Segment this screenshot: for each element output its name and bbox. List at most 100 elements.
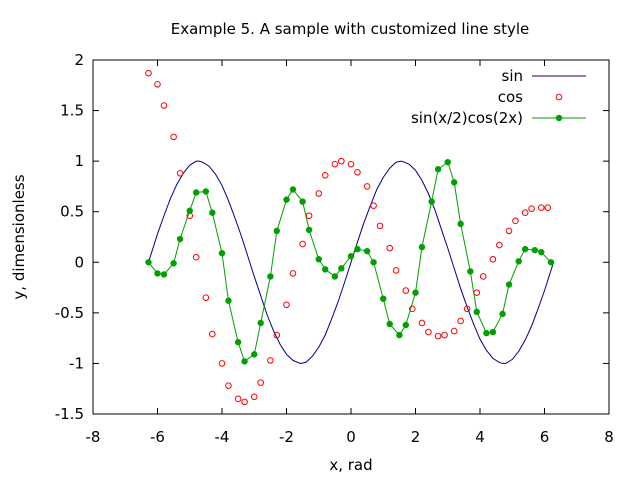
data-point: [225, 297, 232, 304]
series-line: [147, 160, 555, 364]
x-tick-label: -2: [279, 428, 294, 446]
data-point: [483, 329, 490, 337]
y-axis-label: y, dimensionless: [10, 174, 28, 299]
data-point: [234, 395, 242, 403]
data-point: [225, 382, 232, 389]
y-tick-label: 2: [74, 51, 84, 69]
y-tick-label: 0: [74, 253, 84, 271]
legend-item: sin(x/2)cos(2x): [411, 109, 586, 127]
data-point: [544, 204, 552, 211]
data-point: [418, 243, 426, 251]
data-point: [515, 258, 522, 265]
data-point: [202, 294, 210, 301]
data-point: [170, 133, 177, 141]
data-point: [338, 157, 345, 165]
data-point: [218, 249, 226, 257]
data-point: [386, 320, 393, 328]
data-point: [505, 281, 513, 288]
data-point: [463, 305, 471, 313]
data-point: [202, 188, 210, 195]
data-point: [354, 168, 361, 176]
data-point: [338, 265, 345, 272]
legend-item: sin: [502, 67, 586, 85]
data-point: [505, 227, 513, 235]
data-point: [160, 102, 168, 109]
data-point: [396, 331, 403, 339]
axis-ticks: -8 -6 -4 -2 0 2 4 6 8 -1.5 -1 -0.5 0 0.5 1 1.5 2: [55, 51, 614, 446]
x-tick-label: -8: [86, 428, 101, 446]
x-tick-label: -6: [150, 428, 165, 446]
data-point: [467, 268, 474, 275]
data-point: [363, 247, 371, 255]
data-point: [370, 259, 377, 266]
data-point: [521, 245, 529, 253]
legend-label: sin: [502, 67, 524, 85]
data-point: [479, 273, 487, 280]
data-point: [257, 379, 265, 386]
data-point: [473, 308, 480, 316]
series-3: [145, 158, 555, 365]
data-point: [160, 271, 168, 278]
legend-label: sin(x/2)cos(2x): [411, 109, 523, 127]
data-point: [176, 169, 184, 177]
data-point: [186, 207, 193, 214]
series-layer: [145, 69, 555, 406]
data-point: [531, 246, 539, 254]
data-point: [457, 317, 464, 325]
data-point: [273, 331, 281, 339]
data-point: [267, 273, 274, 280]
legend-item: cos: [498, 88, 563, 106]
series-2: [145, 69, 552, 406]
data-point: [521, 209, 529, 217]
x-tick-label: -4: [215, 428, 230, 446]
chart-title: Example 5. A sample with customized line…: [171, 20, 529, 38]
data-point: [315, 190, 323, 197]
data-point: [283, 301, 290, 309]
data-point: [267, 357, 274, 364]
data-point: [528, 205, 535, 212]
data-point: [444, 158, 451, 166]
data-point: [347, 160, 355, 168]
x-tick-label: 6: [540, 428, 550, 446]
data-point: [441, 331, 448, 339]
data-point: [315, 256, 322, 263]
data-point: [354, 245, 361, 253]
legend: sin cos sin(x/2)cos(2x): [411, 67, 586, 127]
data-point: [145, 69, 152, 77]
data-point: [322, 266, 329, 273]
data-point: [418, 319, 426, 327]
data-point: [402, 287, 410, 294]
data-point: [283, 196, 290, 203]
data-point: [321, 172, 329, 179]
data-point: [386, 244, 394, 252]
data-point: [192, 253, 200, 261]
data-point: [392, 267, 400, 274]
data-point: [428, 198, 435, 205]
legend-marker: [555, 114, 563, 122]
data-point: [347, 253, 355, 260]
data-point: [434, 166, 442, 173]
y-tick-label: 1: [74, 152, 84, 170]
data-point: [176, 235, 184, 243]
x-tick-label: 2: [411, 428, 421, 446]
data-point: [450, 327, 458, 335]
data-point: [408, 305, 416, 313]
data-point: [473, 289, 481, 296]
data-point: [218, 360, 226, 367]
data-point: [331, 160, 339, 168]
data-point: [250, 393, 258, 401]
data-point: [331, 273, 339, 280]
data-point: [434, 332, 442, 340]
data-point: [457, 220, 464, 228]
data-point: [170, 260, 177, 267]
data-point: [257, 319, 264, 327]
data-point: [499, 310, 506, 318]
data-point: [305, 226, 313, 234]
data-point: [376, 222, 384, 230]
data-point: [363, 183, 371, 190]
x-tick-label: 0: [346, 428, 356, 446]
data-point: [234, 338, 242, 346]
data-point: [537, 204, 545, 211]
y-tick-label: -1: [69, 354, 84, 372]
